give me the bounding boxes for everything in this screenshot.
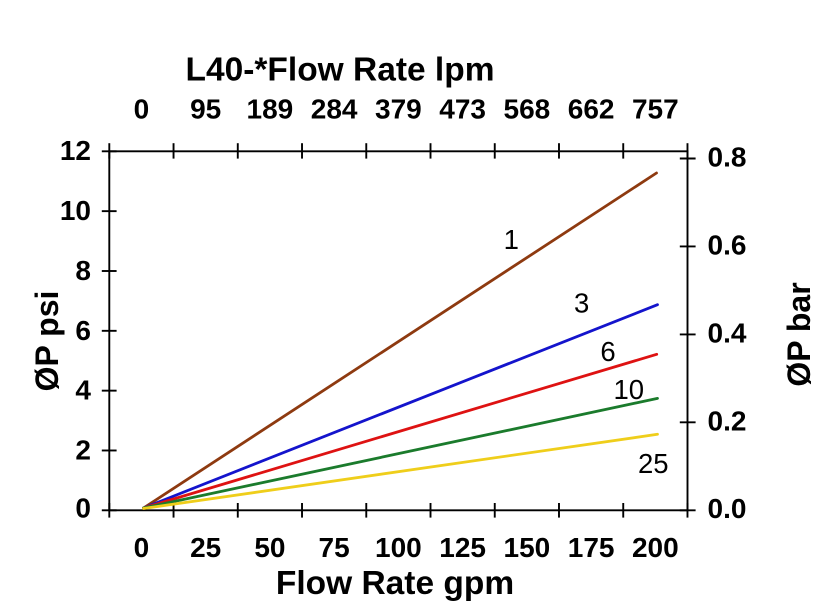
svg-text:L40-*Flow Rate lpm: L40-*Flow Rate lpm: [186, 52, 495, 89]
svg-text:ØP bar: ØP bar: [781, 282, 817, 386]
svg-text:0.8: 0.8: [708, 142, 747, 173]
svg-text:175: 175: [568, 532, 615, 563]
svg-text:3: 3: [574, 287, 589, 318]
svg-text:1: 1: [504, 224, 519, 255]
svg-text:10: 10: [60, 195, 91, 226]
svg-text:95: 95: [190, 94, 221, 125]
svg-text:200: 200: [632, 532, 679, 563]
svg-text:379: 379: [375, 94, 422, 125]
svg-text:568: 568: [504, 94, 551, 125]
svg-text:125: 125: [439, 532, 486, 563]
svg-text:25: 25: [190, 532, 221, 563]
svg-text:473: 473: [439, 94, 486, 125]
svg-text:0: 0: [75, 492, 91, 523]
svg-text:0: 0: [134, 94, 150, 125]
svg-text:662: 662: [568, 94, 615, 125]
svg-text:150: 150: [504, 532, 551, 563]
svg-text:6: 6: [600, 336, 615, 367]
svg-text:0.2: 0.2: [708, 405, 747, 436]
svg-text:25: 25: [638, 448, 669, 479]
svg-text:0: 0: [134, 532, 150, 563]
svg-text:10: 10: [614, 374, 645, 405]
svg-text:100: 100: [375, 532, 422, 563]
svg-text:189: 189: [247, 94, 294, 125]
svg-text:12: 12: [60, 135, 91, 166]
svg-text:75: 75: [319, 532, 350, 563]
svg-text:8: 8: [75, 255, 91, 286]
svg-text:ØP psi: ØP psi: [29, 291, 65, 392]
svg-text:0.0: 0.0: [708, 493, 747, 524]
svg-text:2: 2: [75, 435, 91, 466]
svg-text:50: 50: [254, 532, 285, 563]
svg-text:0.4: 0.4: [708, 317, 747, 348]
svg-text:757: 757: [632, 94, 679, 125]
svg-text:6: 6: [75, 315, 91, 346]
svg-text:Flow Rate gpm: Flow Rate gpm: [276, 565, 514, 602]
svg-text:0.6: 0.6: [708, 230, 747, 261]
svg-text:4: 4: [75, 375, 91, 406]
svg-text:284: 284: [311, 94, 358, 125]
